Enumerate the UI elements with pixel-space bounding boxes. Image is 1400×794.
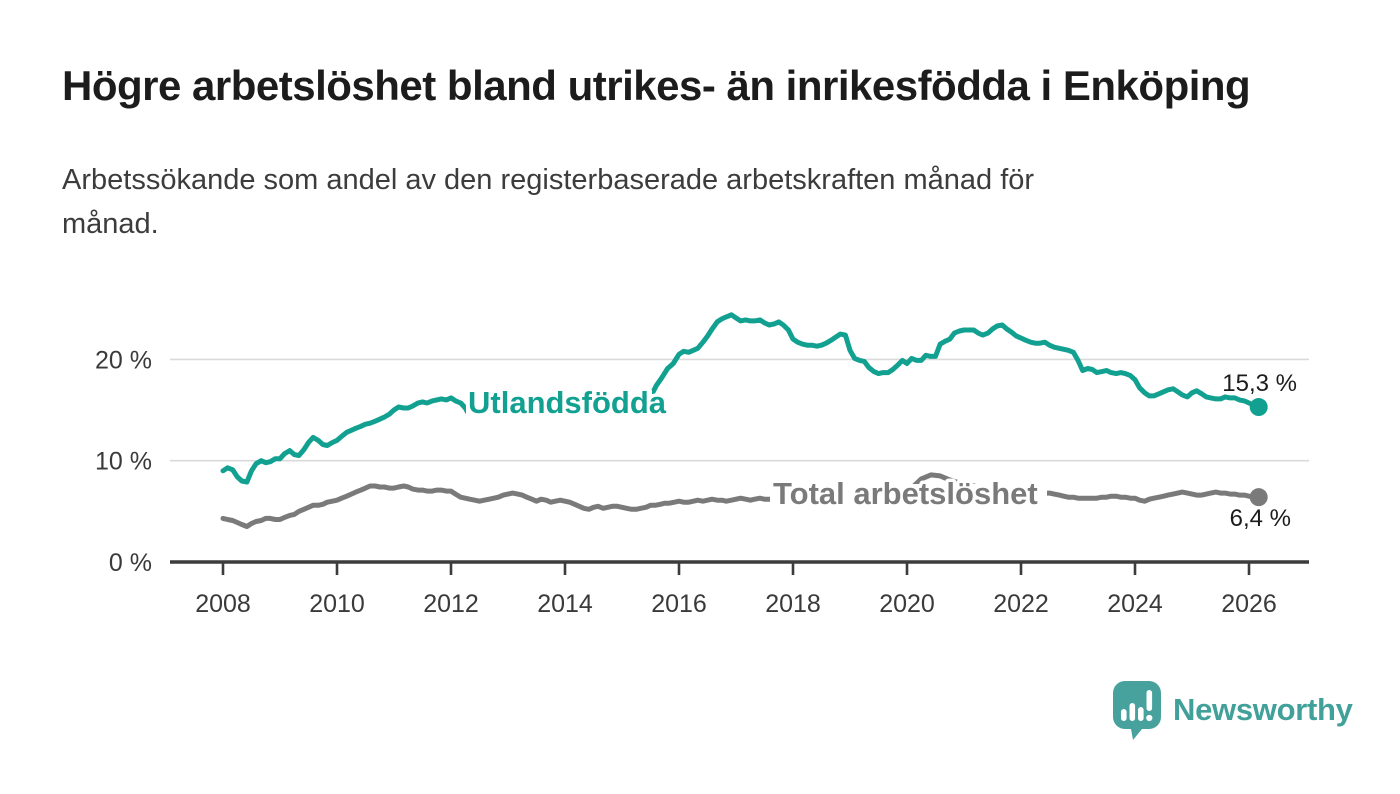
x-tick-label: 2012 <box>423 590 479 618</box>
x-tick-label: 2026 <box>1221 590 1277 618</box>
end-dot-total-arbetsloshet <box>1249 488 1268 507</box>
x-tick-label: 2018 <box>765 590 821 618</box>
x-tick-label: 2020 <box>879 590 935 618</box>
end-markers: 15,3 % 6,4 % <box>1222 370 1297 532</box>
gridlines <box>170 358 1309 462</box>
series-line-total-arbetsloshet <box>220 472 1262 529</box>
chart-subtitle: Arbetssökande som andel av den registerb… <box>62 158 1302 246</box>
end-dot-utlandsfodda <box>1249 398 1268 417</box>
series-label-mask-utlandsfodda <box>466 390 652 424</box>
series-label-total-arbetsloshet: Total arbetslöshet <box>773 476 1038 511</box>
x-tick-label: 2014 <box>537 590 593 618</box>
x-tick-label: 2010 <box>309 590 365 618</box>
bar-chart-speech-bubble-icon <box>1113 681 1161 740</box>
chart-subtitle-line1: Arbetssökande som andel av den registerb… <box>62 164 1035 196</box>
series-line-utlandsfodda <box>220 312 1262 485</box>
page-title: Högre arbetslöshet bland utrikes- än inr… <box>62 62 1251 109</box>
label-masks <box>466 390 1047 512</box>
newsworthy-logo: Newsworthy <box>1112 680 1353 740</box>
y-tick-label: 10 % <box>95 448 152 476</box>
series-label-utlandsfodda: Utlandsfödda <box>468 385 667 420</box>
end-value-label-total-arbetsloshet: 6,4 % <box>1230 505 1291 532</box>
y-tick-label: 20 % <box>95 346 152 374</box>
series-labels: Utlandsfödda Total arbetslöshet <box>465 382 1042 515</box>
axes: 0 % 10 % 20 % 2008 2010 2012 2014 2016 2018 2020 2… <box>95 346 1309 618</box>
end-value-label-utlandsfodda: 15,3 % <box>1222 370 1297 397</box>
chart-subtitle-line2: månad. <box>62 208 159 240</box>
series-label-mask-total-arbetsloshet <box>770 484 1047 512</box>
x-tick-label: 2008 <box>195 590 251 618</box>
x-tick-label: 2016 <box>651 590 707 618</box>
y-tick-label: 0 % <box>109 549 152 577</box>
x-tick-label: 2022 <box>993 590 1049 618</box>
brand-wordmark: Newsworthy <box>1173 692 1353 727</box>
series-lines <box>220 312 1262 529</box>
x-tick-label: 2024 <box>1107 590 1163 618</box>
